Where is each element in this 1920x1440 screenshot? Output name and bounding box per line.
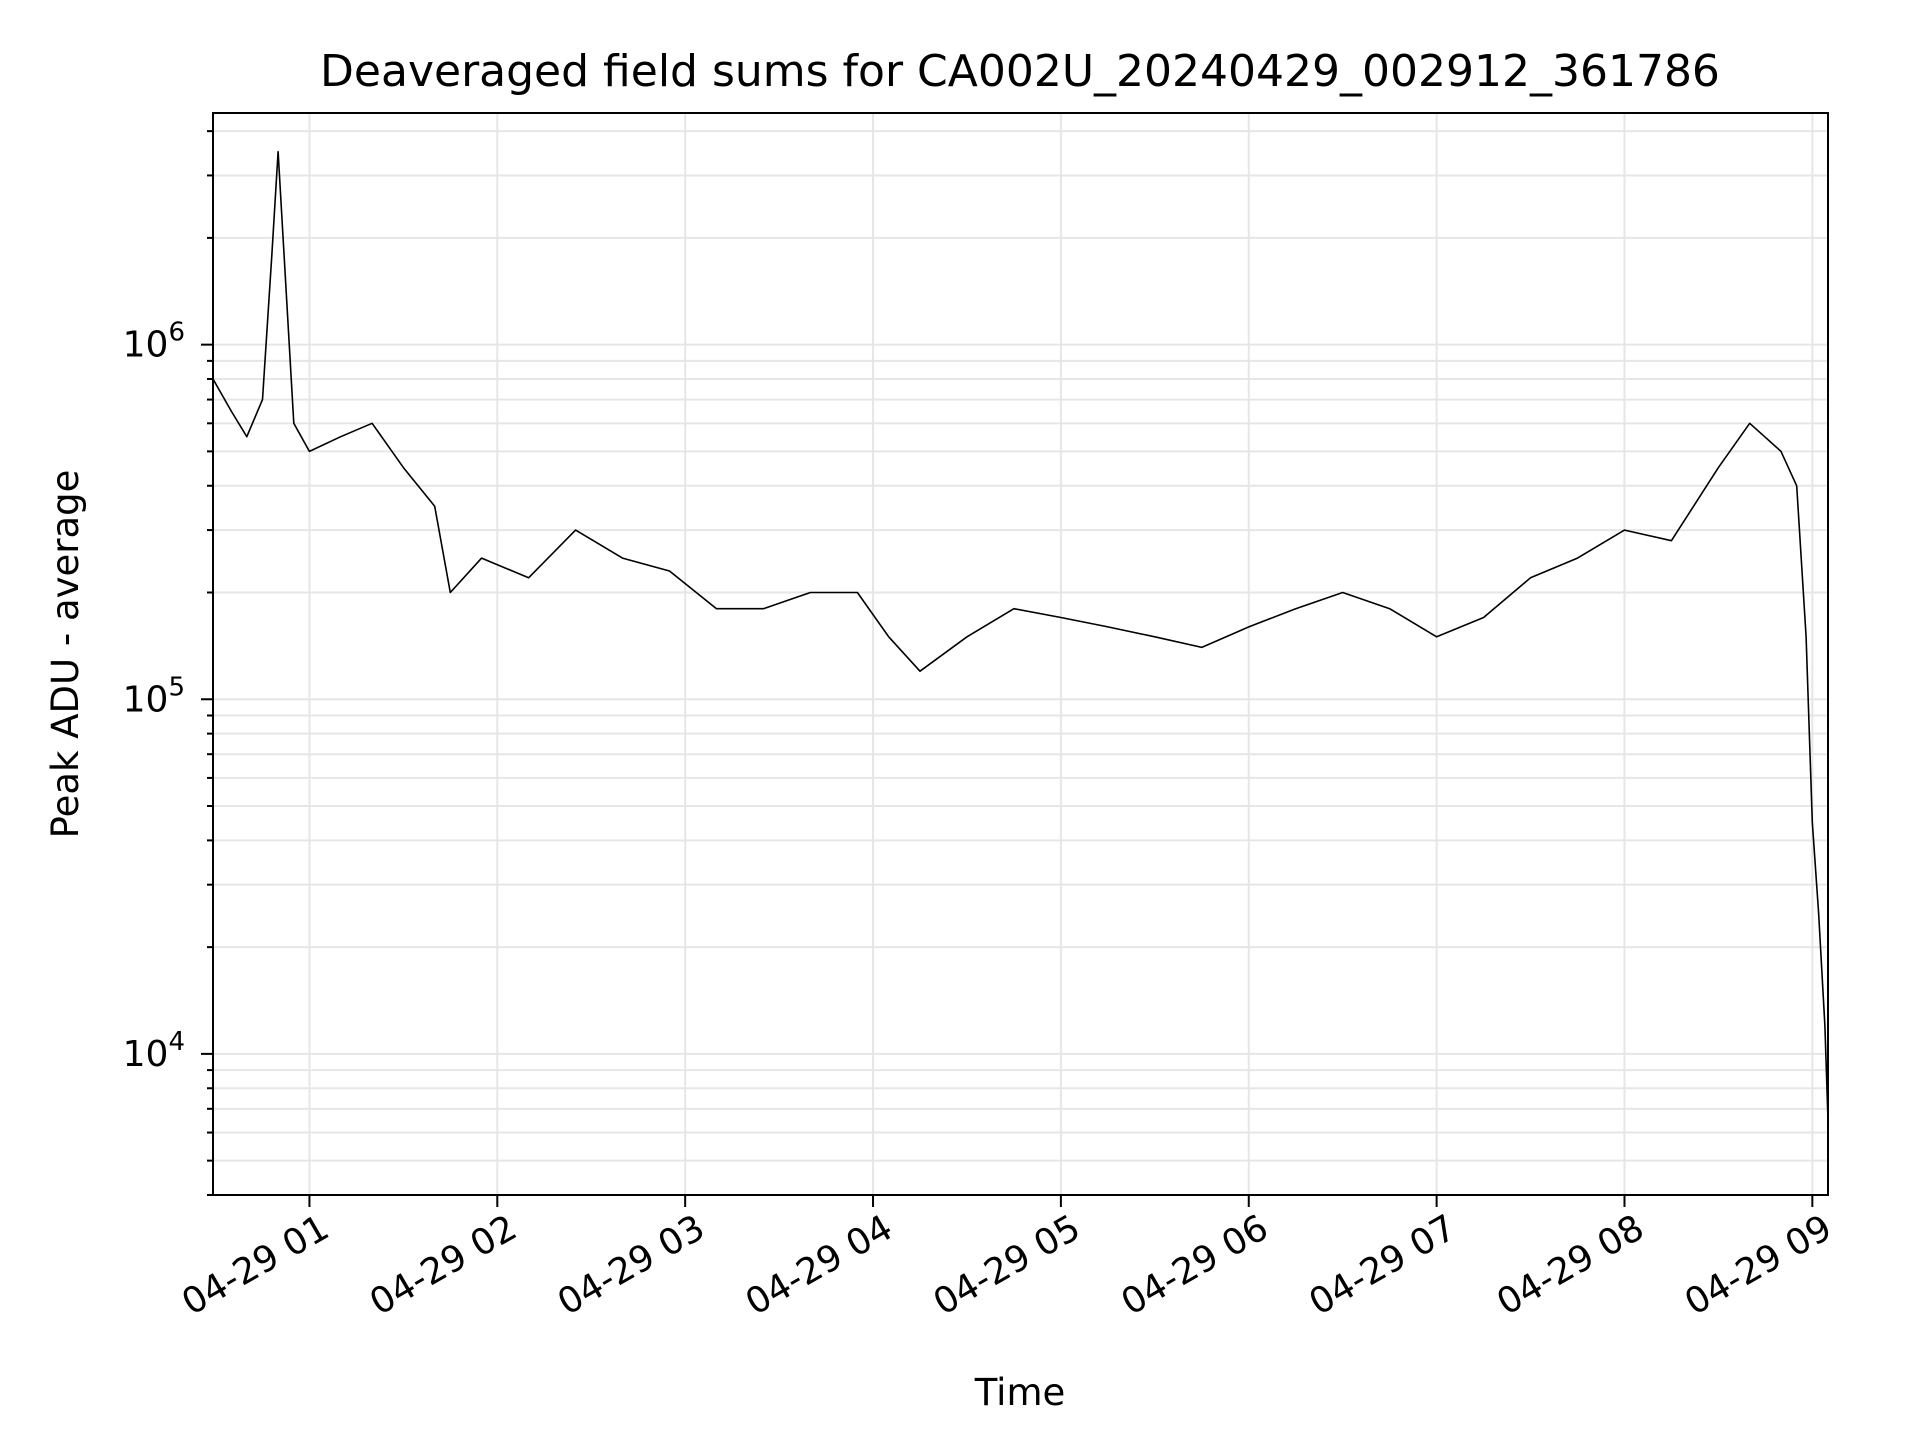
y-axis: 104 105 106 bbox=[123, 130, 213, 1196]
y-tick-label: 104 bbox=[123, 1027, 185, 1075]
grid-layer bbox=[213, 113, 1828, 1196]
chart-title: Deaveraged field sums for CA002U_2024042… bbox=[320, 46, 1720, 97]
data-layer bbox=[212, 150, 1829, 1121]
y-tick-label: 105 bbox=[123, 672, 185, 720]
plot-frame bbox=[212, 112, 1829, 1196]
x-axis-label: Time bbox=[974, 1371, 1066, 1414]
y-axis-label: Peak ADU - average bbox=[44, 470, 87, 839]
series-line bbox=[212, 150, 1829, 1121]
y-tick-label: 106 bbox=[123, 318, 185, 366]
